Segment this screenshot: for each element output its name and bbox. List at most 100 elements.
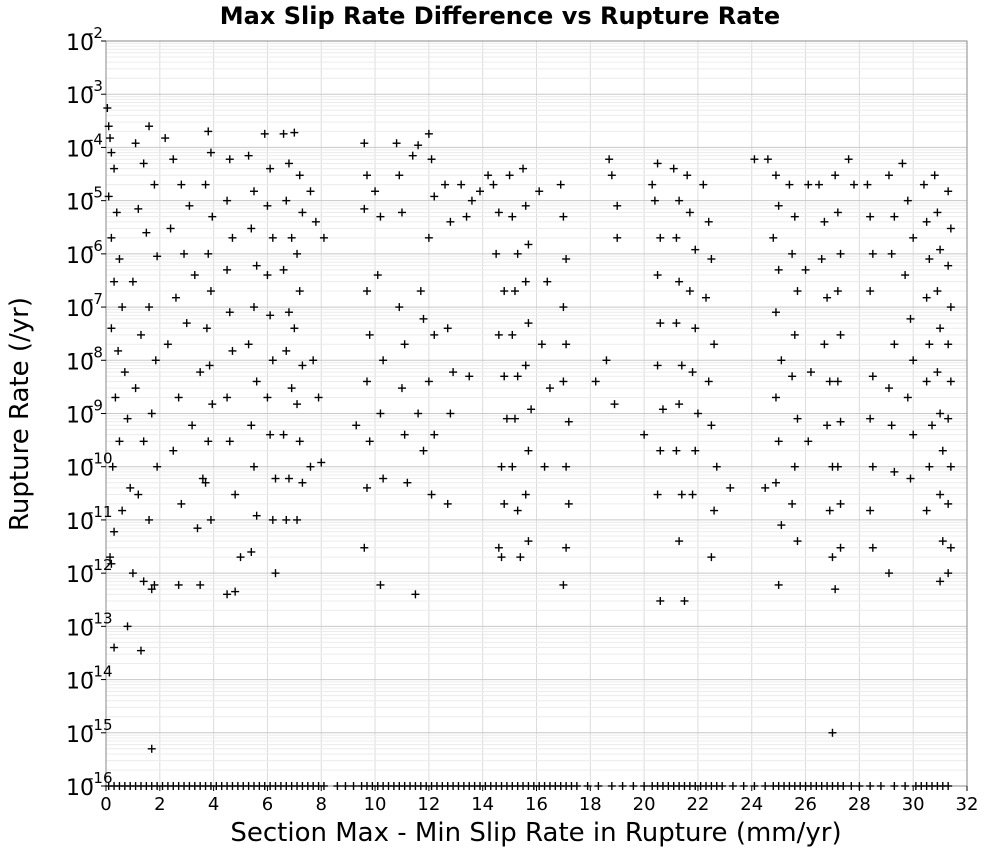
data-point bbox=[282, 515, 291, 524]
data-point bbox=[669, 164, 678, 173]
data-point bbox=[559, 377, 568, 386]
data-point bbox=[820, 217, 829, 226]
x-tick-label: 28 bbox=[848, 794, 871, 815]
data-point bbox=[890, 212, 899, 221]
data-point bbox=[672, 446, 681, 455]
data-point bbox=[806, 368, 815, 377]
data-point bbox=[494, 208, 503, 217]
data-point bbox=[106, 134, 115, 143]
data-point bbox=[763, 155, 772, 164]
data-point bbox=[202, 324, 211, 333]
data-point bbox=[610, 400, 619, 409]
data-point bbox=[774, 265, 783, 274]
data-point bbox=[771, 478, 780, 487]
data-point bbox=[110, 164, 119, 173]
data-point bbox=[839, 782, 848, 790]
data-point bbox=[430, 430, 439, 439]
data-point bbox=[177, 499, 186, 508]
data-point bbox=[769, 233, 778, 242]
y-tick-exponent: -11 bbox=[88, 503, 113, 521]
y-tick-label: 10 bbox=[66, 404, 94, 429]
data-point bbox=[672, 233, 681, 242]
data-point bbox=[298, 478, 307, 487]
data-point bbox=[263, 271, 272, 280]
data-point bbox=[110, 527, 119, 536]
y-tick-label: 10 bbox=[66, 137, 94, 162]
data-point bbox=[933, 368, 942, 377]
y-tick-label: 10 bbox=[66, 776, 94, 801]
data-point bbox=[341, 782, 350, 790]
data-point bbox=[817, 255, 826, 264]
data-point bbox=[145, 122, 154, 131]
x-tick-label: 14 bbox=[471, 794, 494, 815]
data-point bbox=[944, 340, 953, 349]
data-point bbox=[228, 346, 237, 355]
y-tick-exponent: -13 bbox=[88, 609, 113, 627]
data-point bbox=[804, 180, 813, 189]
data-point bbox=[672, 319, 681, 328]
data-point bbox=[836, 249, 845, 258]
data-point bbox=[457, 180, 466, 189]
data-point bbox=[944, 414, 953, 423]
data-point bbox=[919, 180, 928, 189]
data-point bbox=[266, 430, 275, 439]
y-tick-label: 10 bbox=[66, 457, 94, 482]
chart-title: Max Slip Rate Difference vs Rupture Rate bbox=[220, 2, 780, 30]
y-tick-exponent: -3 bbox=[88, 77, 103, 95]
data-point bbox=[484, 171, 493, 180]
data-point bbox=[208, 400, 217, 409]
data-point bbox=[352, 421, 361, 430]
data-point bbox=[656, 596, 665, 605]
data-point bbox=[467, 196, 476, 205]
data-point bbox=[946, 303, 955, 312]
data-point bbox=[104, 122, 113, 131]
data-point bbox=[901, 271, 910, 280]
data-point bbox=[866, 414, 875, 423]
data-point bbox=[793, 287, 802, 296]
data-point bbox=[545, 384, 554, 393]
data-point bbox=[142, 228, 151, 237]
data-point bbox=[607, 171, 616, 180]
data-point bbox=[379, 474, 388, 483]
data-point bbox=[677, 361, 686, 370]
data-point bbox=[252, 261, 261, 270]
grid-lines bbox=[105, 41, 968, 787]
data-point bbox=[247, 224, 256, 233]
data-point bbox=[513, 249, 522, 258]
data-point bbox=[562, 340, 571, 349]
data-point bbox=[500, 287, 509, 296]
data-point bbox=[247, 547, 256, 556]
data-point bbox=[284, 474, 293, 483]
data-point bbox=[306, 462, 315, 471]
data-point bbox=[244, 151, 253, 160]
data-point bbox=[379, 356, 388, 365]
data-point bbox=[115, 255, 124, 264]
data-point bbox=[688, 490, 697, 499]
data-point bbox=[126, 483, 135, 492]
data-point bbox=[231, 490, 240, 499]
data-point bbox=[505, 171, 514, 180]
data-point bbox=[295, 287, 304, 296]
data-point bbox=[699, 180, 708, 189]
data-point bbox=[524, 240, 533, 249]
data-point bbox=[123, 414, 132, 423]
y-tick-label: 10 bbox=[66, 510, 94, 535]
data-point bbox=[909, 233, 918, 242]
data-point bbox=[521, 490, 530, 499]
data-point bbox=[441, 180, 450, 189]
y-tick-label: 10 bbox=[66, 670, 94, 695]
data-point bbox=[866, 212, 875, 221]
data-point bbox=[206, 148, 215, 157]
data-point bbox=[131, 384, 140, 393]
data-point bbox=[785, 180, 794, 189]
data-point bbox=[414, 409, 423, 418]
data-point bbox=[884, 384, 893, 393]
data-point bbox=[196, 368, 205, 377]
data-point bbox=[362, 171, 371, 180]
data-point bbox=[118, 303, 127, 312]
data-point bbox=[591, 377, 600, 386]
data-point bbox=[169, 155, 178, 164]
data-point bbox=[524, 537, 533, 546]
data-point bbox=[150, 180, 159, 189]
data-point bbox=[519, 164, 528, 173]
